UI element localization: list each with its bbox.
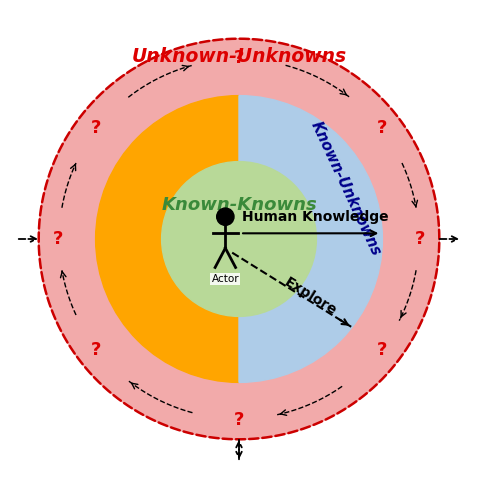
Circle shape	[39, 39, 439, 439]
Text: Unknown-Knowns: Unknown-Knowns	[145, 135, 160, 288]
Circle shape	[162, 162, 316, 316]
Text: ?: ?	[91, 341, 102, 359]
Text: ?: ?	[53, 230, 63, 248]
Text: ?: ?	[376, 119, 387, 137]
Text: ?: ?	[234, 411, 244, 429]
Text: ?: ?	[91, 119, 102, 137]
Text: Actor: Actor	[212, 274, 239, 284]
Wedge shape	[239, 96, 382, 382]
Text: ?: ?	[415, 230, 425, 248]
Wedge shape	[96, 96, 239, 382]
Circle shape	[217, 208, 234, 225]
Text: Known-Unknowns: Known-Unknowns	[308, 119, 384, 259]
Text: Known-Knowns: Known-Knowns	[161, 196, 317, 214]
Text: Unknown-Unknowns: Unknown-Unknowns	[131, 47, 347, 66]
Text: Explore: Explore	[282, 275, 339, 318]
Text: ?: ?	[376, 341, 387, 359]
Text: Human Knowledge: Human Knowledge	[242, 210, 389, 224]
Text: ?: ?	[234, 49, 244, 67]
